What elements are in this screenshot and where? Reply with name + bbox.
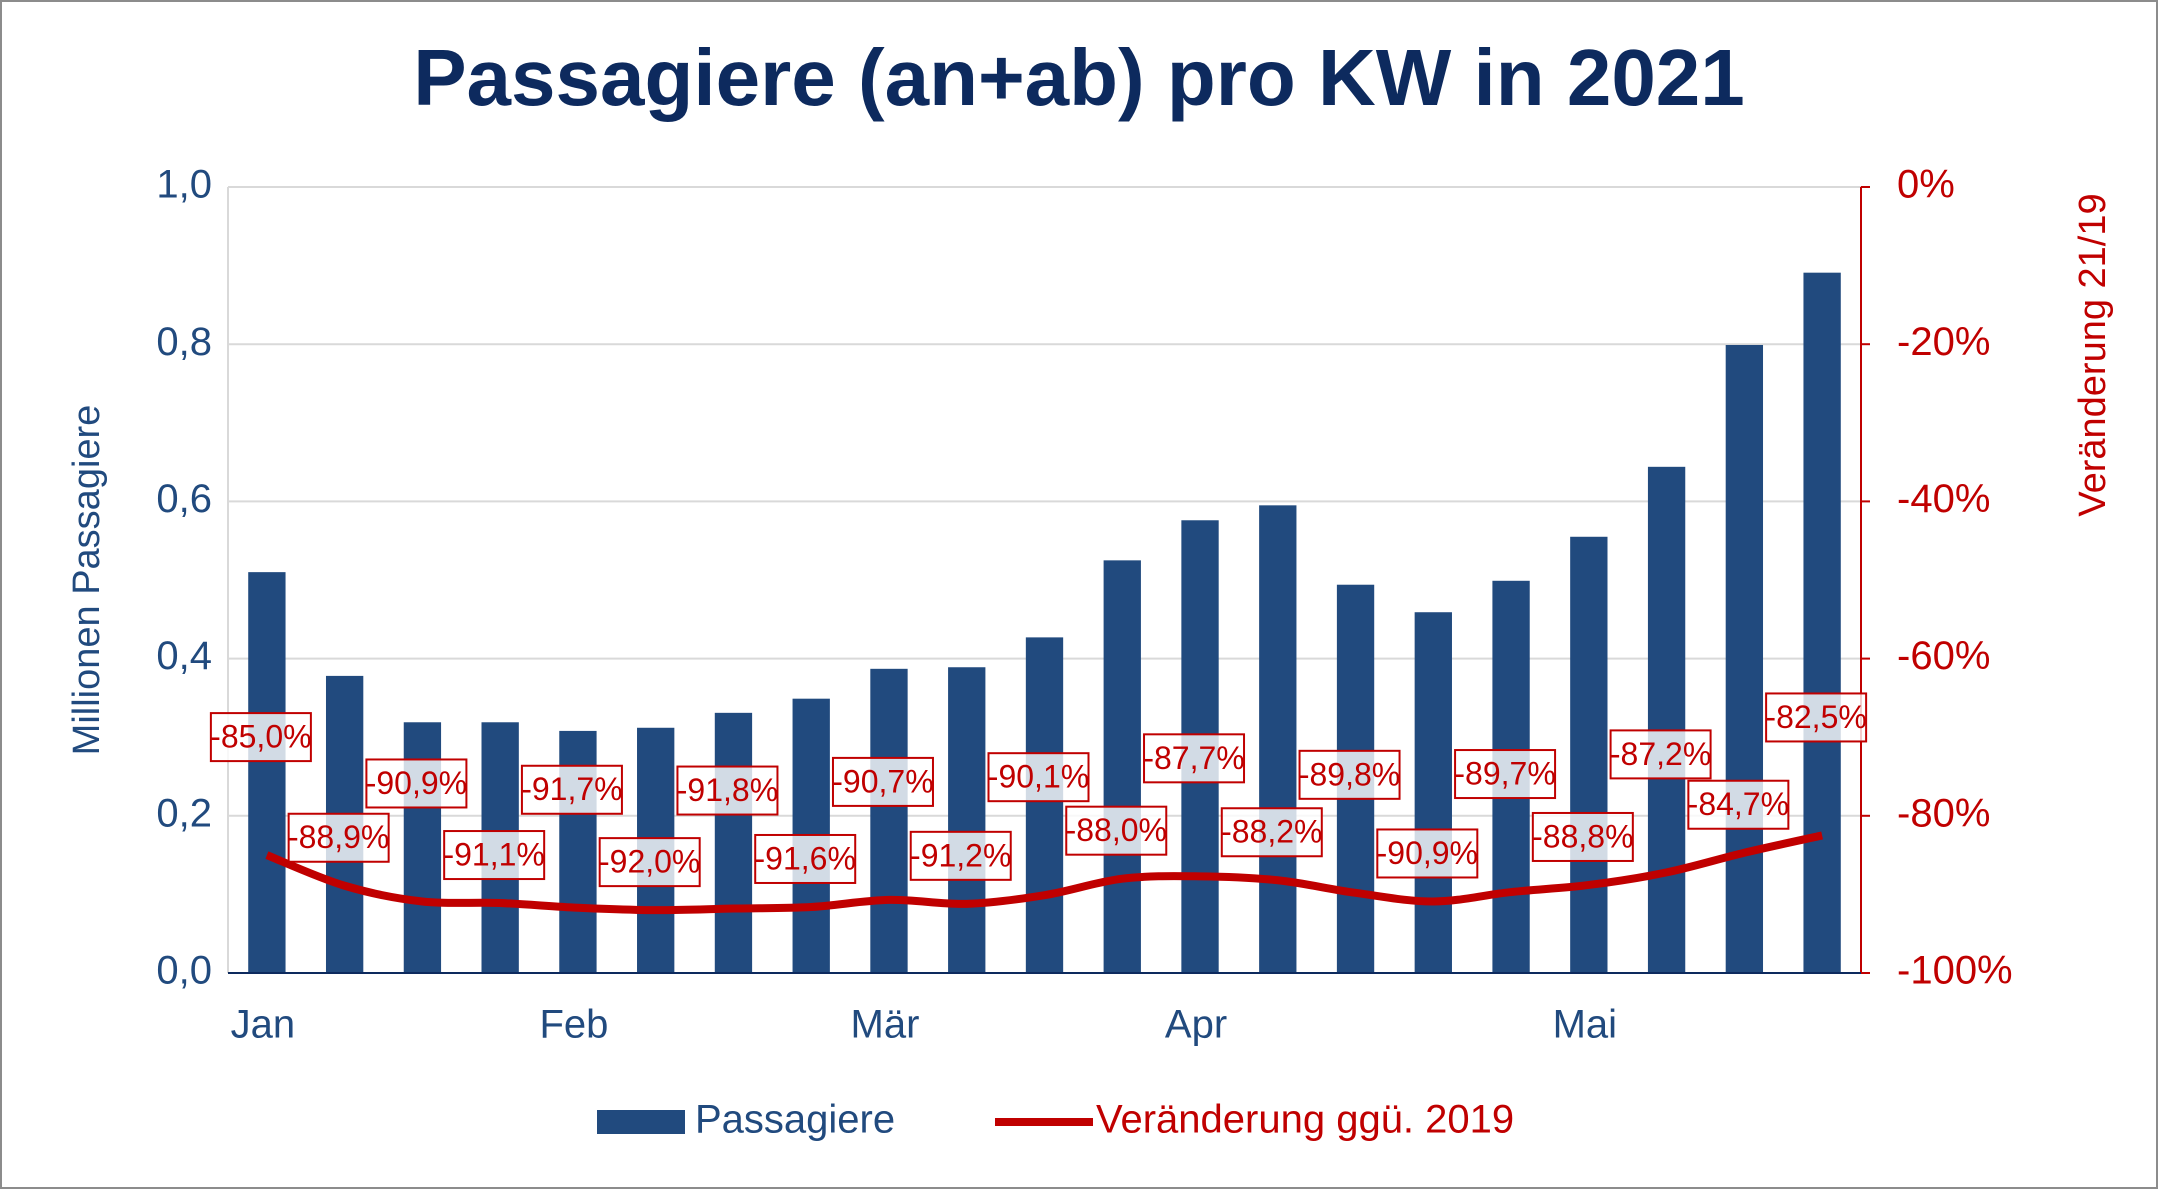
data-label: -90,9% bbox=[366, 765, 467, 801]
data-label-box bbox=[1143, 733, 1246, 784]
legend-label: Veränderung ggü. 2019 bbox=[1096, 1098, 1514, 1142]
data-label: -82,5% bbox=[1765, 699, 1866, 735]
bar bbox=[1803, 272, 1841, 973]
data-label-box bbox=[1531, 811, 1634, 862]
data-label-box bbox=[209, 712, 312, 763]
data-label-box bbox=[1376, 828, 1479, 879]
chart-title: Passagiere (an+ab) pro KW in 2021 bbox=[413, 33, 1745, 122]
bar bbox=[948, 667, 986, 973]
x-tick-label: Jan bbox=[231, 1003, 296, 1047]
x-tick-label: Feb bbox=[539, 1003, 608, 1047]
bar bbox=[248, 572, 286, 973]
legend-label: Passagiere bbox=[695, 1098, 895, 1142]
bar bbox=[1103, 560, 1141, 973]
y2-tick-label: -40% bbox=[1897, 477, 1990, 521]
data-label: -88,0% bbox=[1066, 812, 1167, 848]
data-label: -91,2% bbox=[910, 837, 1011, 873]
data-label-box bbox=[1065, 805, 1168, 856]
data-label: -91,1% bbox=[443, 836, 544, 872]
data-label: -91,6% bbox=[755, 840, 856, 876]
data-label-box bbox=[831, 756, 934, 807]
data-label-box bbox=[1298, 749, 1401, 800]
y-tick-label: 0,4 bbox=[156, 634, 212, 678]
data-label: -87,7% bbox=[1143, 740, 1244, 776]
bar bbox=[1259, 505, 1297, 973]
data-label: -89,8% bbox=[1299, 756, 1400, 792]
data-label: -91,7% bbox=[521, 771, 622, 807]
y-axis-label: Millionen Passagiere bbox=[66, 405, 108, 756]
y2-tick-label: -60% bbox=[1897, 634, 1990, 678]
data-label: -85,0% bbox=[210, 719, 311, 755]
data-label-box bbox=[1687, 779, 1790, 830]
x-tick-label: Mai bbox=[1553, 1003, 1617, 1047]
data-label: -92,0% bbox=[599, 844, 700, 880]
bar bbox=[714, 712, 753, 973]
data-label: -90,9% bbox=[1377, 835, 1478, 871]
bar bbox=[1570, 536, 1608, 973]
data-label: -90,1% bbox=[988, 759, 1089, 795]
y-tick-label: 0,8 bbox=[156, 320, 212, 364]
bar bbox=[870, 668, 908, 973]
data-label-box bbox=[1220, 807, 1323, 858]
data-label-box bbox=[1609, 729, 1712, 780]
y-tick-label: 1,0 bbox=[156, 163, 212, 207]
bar bbox=[1414, 612, 1452, 973]
data-label: -89,7% bbox=[1454, 755, 1555, 791]
data-label-box bbox=[443, 830, 546, 881]
y-tick-label: 0,2 bbox=[156, 791, 212, 835]
legend-swatch bbox=[597, 1110, 685, 1134]
data-label: -84,7% bbox=[1688, 786, 1789, 822]
x-tick-label: Mär bbox=[851, 1003, 920, 1047]
data-label: -87,2% bbox=[1610, 736, 1711, 772]
data-label-box bbox=[909, 830, 1012, 881]
data-label: -90,7% bbox=[832, 763, 933, 799]
bar bbox=[1725, 344, 1764, 974]
y2-axis-label: Veränderung 21/19 bbox=[2072, 193, 2114, 516]
data-label-box bbox=[287, 812, 390, 863]
x-tick-label: Apr bbox=[1165, 1003, 1227, 1047]
data-label-box bbox=[520, 764, 623, 815]
data-label-box bbox=[365, 758, 468, 809]
y2-tick-label: -80% bbox=[1897, 791, 1990, 835]
y2-tick-label: -20% bbox=[1897, 320, 1990, 364]
bar bbox=[1647, 466, 1686, 973]
y-tick-label: 0,6 bbox=[156, 477, 212, 521]
data-label-box bbox=[1765, 692, 1868, 743]
line bbox=[265, 831, 1823, 915]
data-label: -91,8% bbox=[677, 772, 778, 808]
data-label: -88,8% bbox=[1532, 818, 1633, 854]
data-label-box bbox=[987, 752, 1090, 803]
data-label-box bbox=[676, 765, 779, 816]
data-label-box bbox=[1454, 749, 1557, 800]
data-label: -88,2% bbox=[1221, 814, 1322, 850]
y-tick-label: 0,0 bbox=[156, 949, 212, 993]
data-label-box bbox=[754, 833, 857, 884]
data-label-box bbox=[598, 837, 701, 888]
y2-tick-label: 0% bbox=[1897, 163, 1955, 207]
data-label: -88,9% bbox=[288, 819, 389, 855]
bar bbox=[1025, 637, 1064, 973]
y2-tick-label: -100% bbox=[1897, 949, 2013, 993]
